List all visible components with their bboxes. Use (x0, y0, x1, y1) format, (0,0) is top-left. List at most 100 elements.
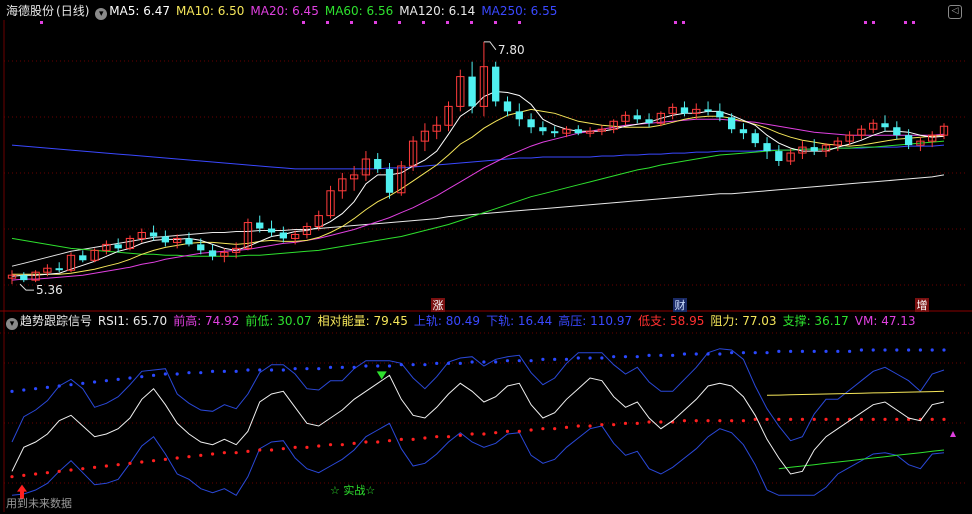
upper-band-dot (328, 365, 333, 369)
upper-band-dot (588, 356, 592, 360)
upper-band-dot (494, 360, 498, 364)
lower-band-dot (10, 475, 14, 479)
candle-body (763, 143, 771, 152)
ma-legend-item-2: MA20: 6.45 (250, 4, 319, 18)
upper-band-dot (553, 357, 557, 361)
rsi-line (11, 374, 945, 475)
upper-band-dot (635, 355, 639, 359)
candle-body (114, 244, 122, 249)
upper-band-dot (411, 363, 415, 367)
lower-band-dot (647, 420, 651, 424)
lower-band-dot (210, 452, 215, 456)
candle-body (125, 237, 135, 249)
top-dot (470, 21, 473, 24)
lower-band-dot (446, 435, 451, 439)
upper-band-dot (517, 359, 521, 363)
upper-band-dot (423, 363, 427, 367)
candle-body (444, 105, 453, 126)
candle-body (185, 238, 193, 245)
upper-band-dot (45, 385, 49, 389)
ma-legend: MA5: 6.47 MA10: 6.50 MA20: 6.45 MA60: 6.56 M… (109, 4, 563, 18)
candle-body (857, 128, 866, 136)
lower-band-dot (800, 417, 805, 421)
candle-body (609, 120, 618, 130)
candle-body (267, 228, 276, 233)
lower-band-dot (92, 465, 97, 469)
ma-legend-item-0: MA5: 6.47 (109, 4, 170, 18)
lower-band-dot (553, 427, 557, 431)
candle-body (173, 237, 182, 243)
resistance-line (766, 390, 945, 396)
indicator-dot-icon[interactable]: ▾ (6, 318, 18, 330)
lower-band-dot (69, 468, 73, 472)
indicator-legend-item-1: 前高: 74.92 (173, 314, 240, 328)
candle-body (668, 106, 677, 114)
candle-body (43, 267, 52, 273)
upper-band-dot (800, 349, 805, 353)
indicator-panel[interactable]: ☆ 实战☆ (10, 348, 956, 499)
settings-dot-icon[interactable]: ▾ (95, 8, 108, 20)
period-label: (日线) (56, 4, 90, 18)
lower-envelope-line (11, 422, 945, 496)
candle-body (716, 111, 724, 118)
candle-body (786, 152, 795, 162)
footer-note: 用到未来数据 (6, 497, 72, 510)
lower-band-dot (942, 417, 946, 421)
lower-band-dot (859, 417, 864, 421)
signal-triangle-icon (376, 371, 387, 380)
candle-body (314, 215, 323, 228)
candle-body (397, 165, 406, 194)
high-pointer (483, 41, 497, 51)
low-label: 5.36 (36, 283, 63, 297)
lower-band-dot (22, 473, 26, 477)
event-markers: 涨财增 (431, 298, 929, 312)
candle-body (633, 115, 641, 120)
candle-body (597, 128, 607, 132)
lower-band-dot (494, 431, 498, 435)
top-dot (302, 21, 305, 24)
upper-band-dot (199, 371, 203, 375)
upper-band-dot (104, 379, 108, 383)
top-dot (682, 21, 685, 24)
top-dot (398, 21, 401, 24)
upper-band-dot (930, 348, 934, 352)
lower-band-dot (529, 428, 533, 432)
lower-band-dot (293, 445, 297, 449)
lower-band-dot (222, 451, 226, 455)
upper-band-dot (116, 377, 120, 381)
lower-band-dot (600, 423, 604, 427)
support-line (778, 449, 945, 470)
upper-band-dot (623, 355, 628, 359)
upper-band-dot (22, 388, 26, 392)
upper-band-dot (33, 387, 38, 391)
lower-band-dot (340, 443, 344, 447)
candle-body (821, 144, 831, 152)
lower-band-dot (836, 417, 840, 421)
chevron-left-icon[interactable]: ◁ (948, 5, 962, 19)
candle-body (432, 124, 441, 132)
candle-body (20, 275, 28, 281)
lower-band-dot (765, 417, 769, 421)
lower-band-dot (258, 448, 262, 452)
upper-band-dot (671, 353, 675, 357)
candle-body (775, 151, 783, 161)
lower-band-dot (730, 419, 734, 423)
upper-band-dot (399, 363, 403, 367)
candle-body (527, 119, 535, 128)
upper-band-dot (600, 356, 604, 360)
candle-body (503, 101, 512, 112)
low-pointer (19, 283, 34, 291)
top-dot (326, 21, 329, 24)
upper-band-dot (364, 364, 368, 368)
upper-band-dot (293, 367, 297, 371)
ma60-line (11, 140, 945, 257)
upper-band-dot (151, 373, 156, 377)
upper-band-dot (836, 349, 840, 353)
lower-band-dot (33, 472, 38, 476)
upper-band-dot (458, 361, 462, 365)
candlestick-panel[interactable]: 7.80 5.36 (7, 21, 949, 297)
top-dot (350, 21, 353, 24)
lower-band-dot (635, 421, 639, 425)
candle-body (680, 107, 689, 114)
upper-band-dot (482, 360, 486, 364)
